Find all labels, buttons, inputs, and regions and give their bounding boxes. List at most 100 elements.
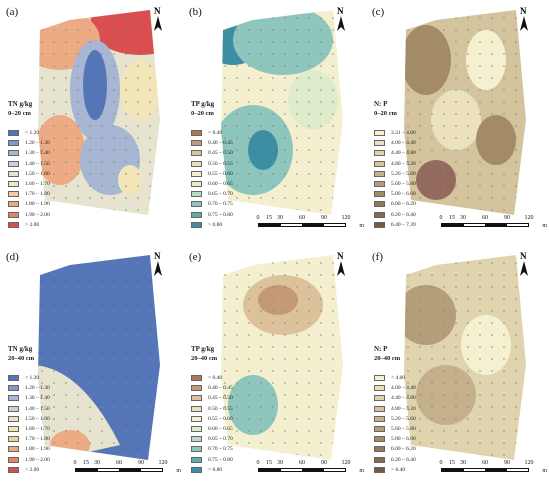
map-tn-0-20 <box>38 10 160 215</box>
legend-item: 1.20 – 1.30 <box>8 138 50 148</box>
legend-label: 0.65 – 0.70 <box>208 191 233 198</box>
legend-item: 6.20 – 6.40 <box>374 455 416 465</box>
legend-label: 1.30 – 1.40 <box>25 150 50 157</box>
legend-label: 6.00 – 6.20 <box>391 446 416 453</box>
legend-swatch <box>374 181 385 188</box>
legend-swatch <box>8 191 19 198</box>
legend-swatch <box>8 140 19 147</box>
legend-label: 5.80 – 6.00 <box>391 436 416 443</box>
legend-label: 4.40 – 4.80 <box>391 395 416 402</box>
legend-label: 6.40 – 7.39 <box>391 221 416 228</box>
legend-swatch <box>8 426 19 433</box>
legend-label: 4.80 – 5.20 <box>391 160 416 167</box>
panel-d: (d) N TN g/kg 20–40 cm < 1.20 1.20 – 1.30… <box>0 245 183 490</box>
legend-label: 0.50 – 0.55 <box>208 160 233 167</box>
legend-label: 0.45 – 0.50 <box>208 150 233 157</box>
legend-label: > 2.00 <box>25 221 40 228</box>
legend-item: 5.20 – 5.60 <box>374 169 416 179</box>
legend-item: 0.75 – 0.80 <box>191 210 233 220</box>
legend-label: 1.60 – 1.70 <box>25 425 50 432</box>
legend-swatch <box>8 446 19 453</box>
legend-label: 1.60 – 1.70 <box>25 180 50 187</box>
scale-tick-label: 0 <box>439 215 443 221</box>
legend-item: 6.20 – 6.40 <box>374 210 416 220</box>
legend-swatch <box>191 201 202 208</box>
legend-item: 0.60 – 0.65 <box>191 424 233 434</box>
scale-tick-label: 90 <box>504 460 510 466</box>
legend-swatch <box>191 375 202 382</box>
legend-item: 0.50 – 0.55 <box>191 404 233 414</box>
panel-f: (f) N N: P 20–40 cm < 4.00 4.00 – 4.40 4.4… <box>366 245 549 490</box>
scale-tick-label: 15 <box>266 215 272 221</box>
legend-item: 1.60 – 1.70 <box>8 424 50 434</box>
scale-tick-label: 120 <box>341 215 351 221</box>
scale-tick-label: 90 <box>321 215 327 221</box>
legend-label: 1.80 – 1.90 <box>25 201 50 208</box>
legend-swatch <box>374 395 385 402</box>
legend-item: 0.70 – 0.75 <box>191 444 233 454</box>
legend-label: 0.50 – 0.55 <box>208 405 233 412</box>
scale-tick-label: 15 <box>449 215 455 221</box>
legend-item: 0.45 – 0.50 <box>191 393 233 403</box>
legend-swatch <box>8 466 19 473</box>
legend-swatch <box>191 456 202 463</box>
legend-item: 5.60 – 5.80 <box>374 424 416 434</box>
scale-tick-label: 30 <box>94 460 100 466</box>
scale-tick-label: 30 <box>277 460 283 466</box>
legend-item: 1.80 – 1.90 <box>8 444 50 454</box>
scale-tick-label: 15 <box>266 460 272 466</box>
legend-item: 0.55 – 0.60 <box>191 414 233 424</box>
legend-label: 6.20 – 6.40 <box>391 456 416 463</box>
legend-item: 4.40 – 4.80 <box>374 148 416 158</box>
legend-item: 0.40 – 0.45 <box>191 138 233 148</box>
north-arrow-icon: N <box>516 6 532 36</box>
legend-item: 0.65 – 0.70 <box>191 189 233 199</box>
legend-label: < 4.00 <box>391 375 406 381</box>
legend-swatch <box>374 466 385 473</box>
legend-label: 1.70 – 1.80 <box>25 436 50 443</box>
legend-swatch <box>191 426 202 433</box>
map-tn-20-40 <box>38 255 160 460</box>
legend-label: 3.31 – 4.00 <box>391 130 416 136</box>
scale-bar: 0 15 30 60 90 120 m <box>73 460 182 474</box>
panel-e: (e) N TP g/kg 20–40 cm < 0.40 0.40 – 0.45… <box>183 245 366 490</box>
scale-tick-label: 0 <box>256 215 260 221</box>
legend-swatch <box>374 436 385 443</box>
scale-tick-label: 15 <box>83 460 89 466</box>
legend-item: 1.90 – 2.00 <box>8 455 50 465</box>
legend: TP g/kg 20–40 cm < 0.40 0.40 – 0.45 0.45 –… <box>191 345 233 475</box>
scale-tick-label: 90 <box>504 215 510 221</box>
legend-item: < 4.00 <box>374 373 416 383</box>
legend-label: 0.40 – 0.45 <box>208 140 233 147</box>
legend-swatch <box>8 170 19 177</box>
legend-swatch <box>374 405 385 412</box>
legend-swatch <box>191 170 202 177</box>
legend: N: P 0–20 cm 3.31 – 4.00 4.00 – 4.40 4.40 … <box>374 100 416 230</box>
legend-label: > 0.80 <box>208 466 223 473</box>
legend-item: < 1.20 <box>8 373 50 383</box>
legend-item: > 2.00 <box>8 220 50 230</box>
legend-label: < 0.40 <box>208 130 223 136</box>
legend-label: 0.70 – 0.75 <box>208 446 233 453</box>
legend-item: 0.40 – 0.45 <box>191 383 233 393</box>
legend-item: 0.65 – 0.70 <box>191 434 233 444</box>
legend-label: > 6.40 <box>391 466 406 473</box>
legend-label: 0.55 – 0.60 <box>208 415 233 422</box>
legend-label: < 1.20 <box>25 130 40 136</box>
legend-swatch <box>191 395 202 402</box>
legend-swatch <box>374 130 385 137</box>
scale-tick-label: 30 <box>460 460 466 466</box>
legend-item: < 1.20 <box>8 128 50 138</box>
legend-item: 6.40 – 7.39 <box>374 220 416 230</box>
map-tp-20-40 <box>221 255 343 460</box>
legend: TN g/kg 20–40 cm < 1.20 1.20 – 1.30 1.30 –… <box>8 345 50 475</box>
legend-item: 5.20 – 5.60 <box>374 414 416 424</box>
legend-label: 1.50 – 1.60 <box>25 170 50 177</box>
panel-c: (c) N N: P 0–20 cm 3.31 – 4.00 4.00 – 4.4… <box>366 0 549 245</box>
legend-label: 4.00 – 4.40 <box>391 140 416 147</box>
legend-item: 1.40 – 1.50 <box>8 404 50 414</box>
legend-item: > 2.00 <box>8 465 50 475</box>
legend-item: 4.00 – 4.40 <box>374 138 416 148</box>
legend-label: 0.55 – 0.60 <box>208 170 233 177</box>
legend-swatch <box>374 375 385 382</box>
